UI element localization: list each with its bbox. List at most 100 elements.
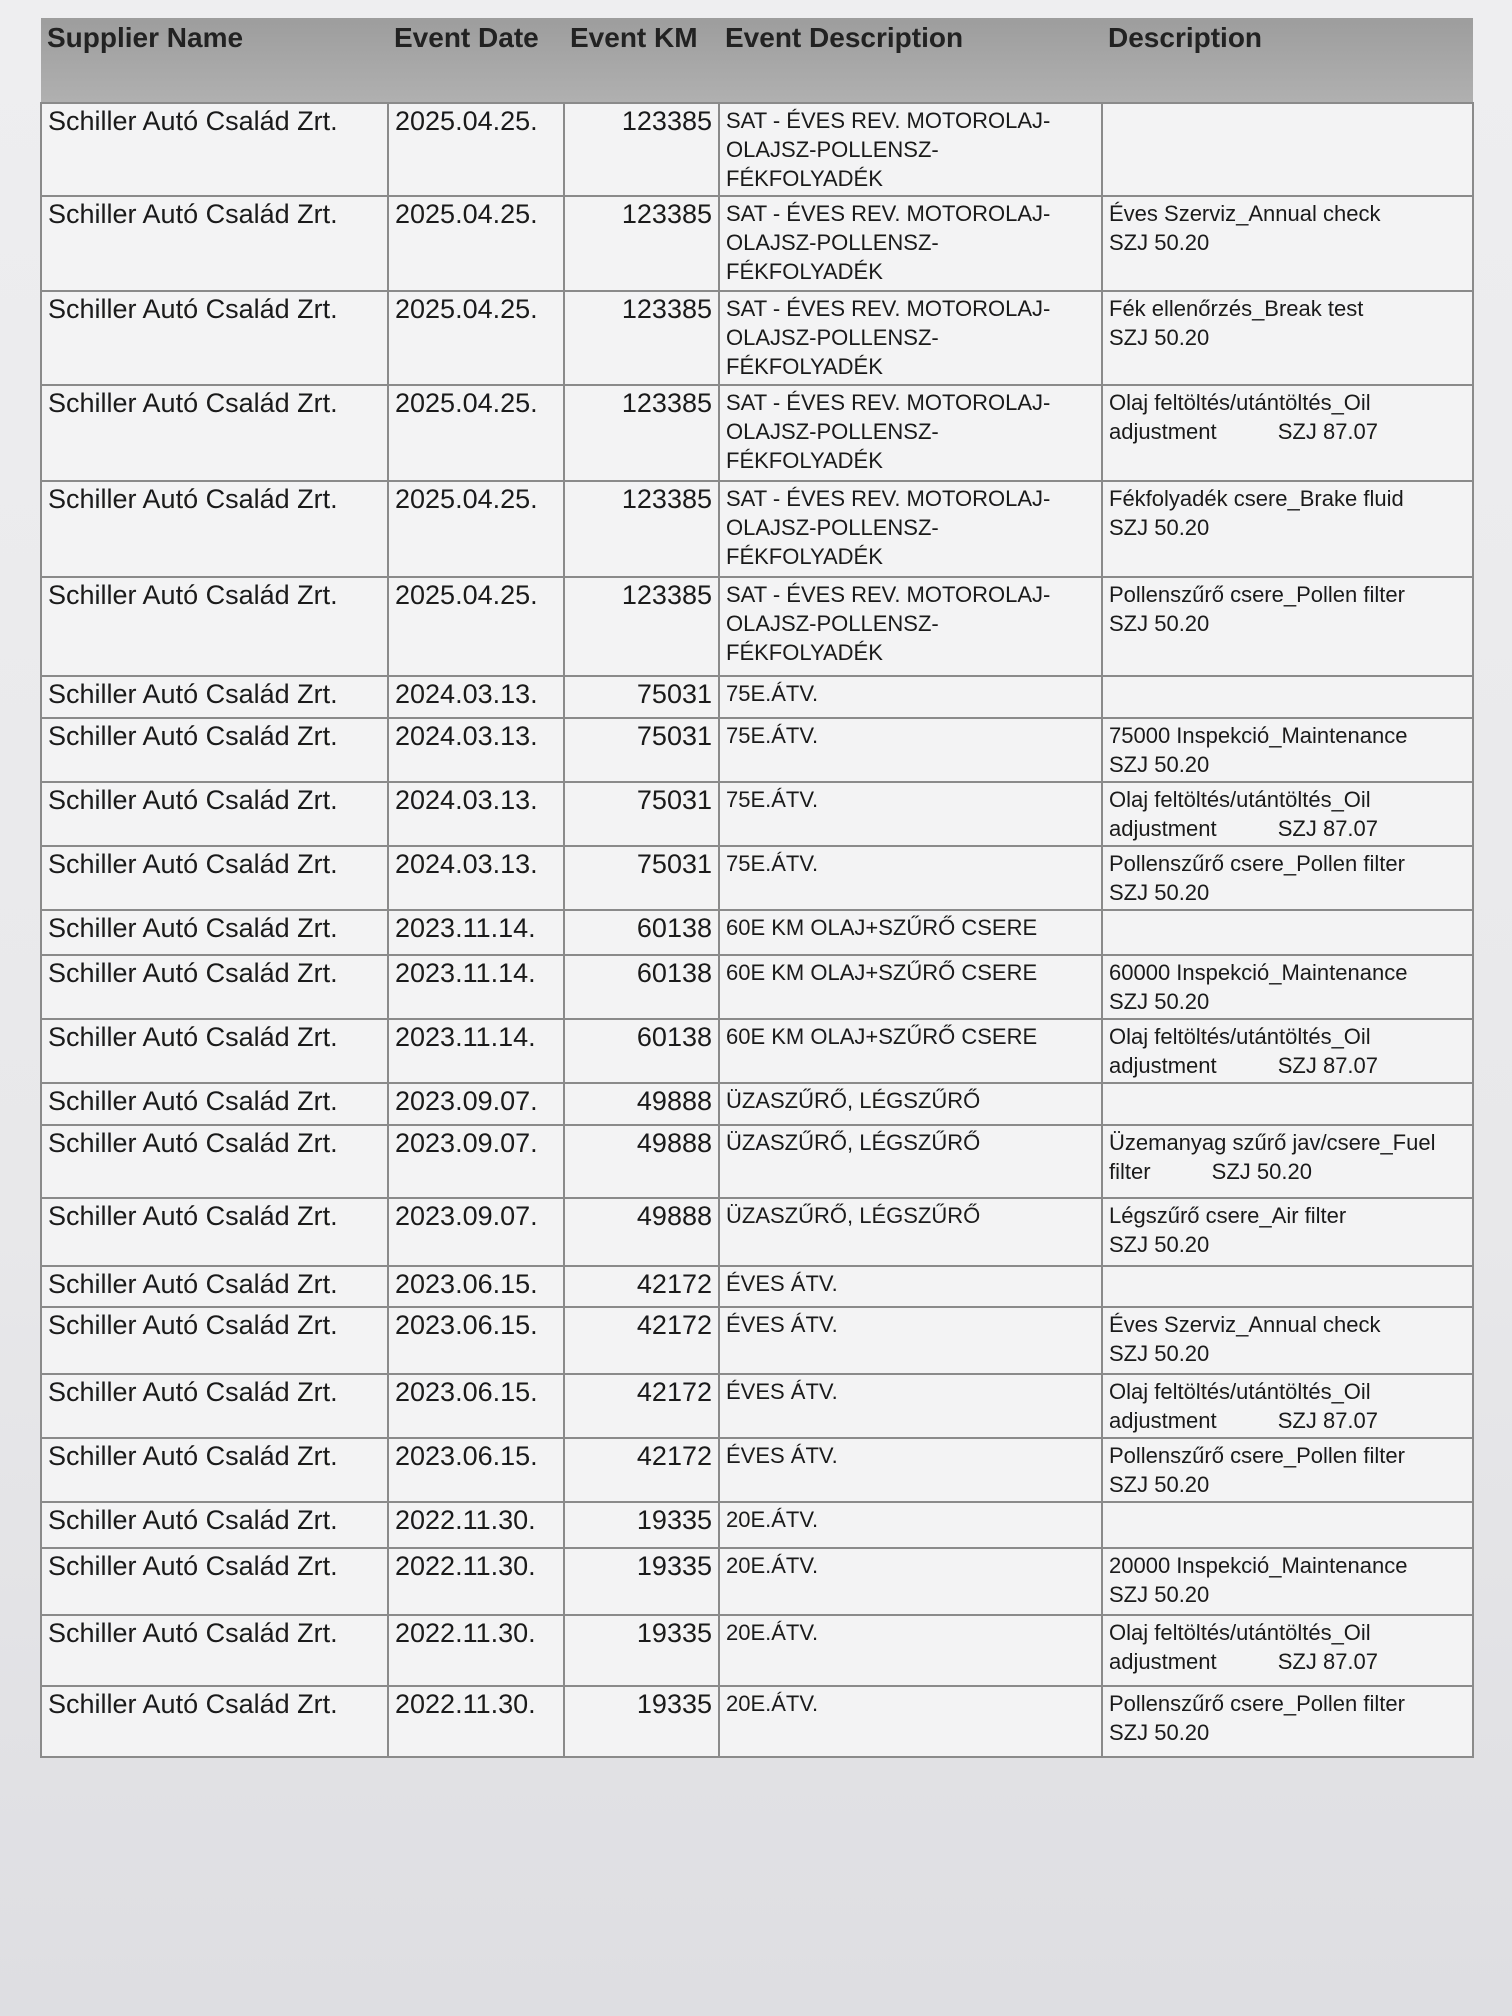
event-km-cell: 123385 xyxy=(563,290,720,386)
event-description-cell: SAT - ÉVES REV. MOTOROLAJ- OLAJSZ-POLLEN… xyxy=(718,102,1103,197)
table-row: Schiller Autó Család Zrt. 2025.04.25. 1233… xyxy=(40,384,1474,482)
header-description: Description xyxy=(1102,18,1473,103)
header-row: Supplier Name Event Date Event KM Event … xyxy=(41,18,1473,103)
event-date-cell: 2024.03.13. xyxy=(387,781,565,847)
event-description-cell: ÉVES ÁTV. xyxy=(718,1265,1103,1308)
event-date-cell: 2025.04.25. xyxy=(387,195,565,292)
description-cell: Pollenszűrő csere_Pollen filter SZJ 50.2… xyxy=(1101,1437,1474,1503)
supplier-cell: Schiller Autó Család Zrt. xyxy=(40,384,389,482)
event-date-cell: 2025.04.25. xyxy=(387,480,565,578)
description-cell: Üzemanyag szűrő jav/csere_Fuel filter SZ… xyxy=(1101,1124,1474,1199)
description-cell: Olaj feltöltés/utántöltés_Oil adjustment… xyxy=(1101,781,1474,847)
description-cell: Éves Szerviz_Annual check SZJ 50.20 xyxy=(1101,1306,1474,1375)
supplier-cell: Schiller Autó Család Zrt. xyxy=(40,1306,389,1375)
event-description-cell: ÉVES ÁTV. xyxy=(718,1437,1103,1503)
description-cell: Olaj feltöltés/utántöltés_Oil adjustment… xyxy=(1101,384,1474,482)
event-description-cell: ÜZASZŰRŐ, LÉGSZŰRŐ xyxy=(718,1197,1103,1267)
event-km-cell: 75031 xyxy=(563,675,720,719)
event-km-cell: 19335 xyxy=(563,1614,720,1687)
supplier-cell: Schiller Autó Család Zrt. xyxy=(40,1265,389,1308)
header-event-date: Event Date xyxy=(388,18,564,103)
table-row: Schiller Autó Család Zrt. 2022.11.30. 1933… xyxy=(40,1685,1474,1758)
event-description-cell: 75E.ÁTV. xyxy=(718,675,1103,719)
event-km-cell: 60138 xyxy=(563,1018,720,1084)
description-cell: 75000 Inspekció_Maintenance SZJ 50.20 xyxy=(1101,717,1474,783)
table-row: Schiller Autó Család Zrt. 2023.06.15. 4217… xyxy=(40,1373,1474,1439)
supplier-cell: Schiller Autó Család Zrt. xyxy=(40,195,389,292)
event-description-cell: SAT - ÉVES REV. MOTOROLAJ- OLAJSZ-POLLEN… xyxy=(718,480,1103,578)
description-cell xyxy=(1101,1265,1474,1308)
event-date-cell: 2022.11.30. xyxy=(387,1614,565,1687)
description-cell: Fékfolyadék csere_Brake fluid SZJ 50.20 xyxy=(1101,480,1474,578)
table-row: Schiller Autó Család Zrt. 2022.11.30. 1933… xyxy=(40,1614,1474,1687)
event-description-cell: 20E.ÁTV. xyxy=(718,1614,1103,1687)
event-date-cell: 2023.09.07. xyxy=(387,1197,565,1267)
event-description-cell: 75E.ÁTV. xyxy=(718,781,1103,847)
event-km-cell: 123385 xyxy=(563,195,720,292)
event-description-cell: SAT - ÉVES REV. MOTOROLAJ- OLAJSZ-POLLEN… xyxy=(718,384,1103,482)
table-row: Schiller Autó Család Zrt. 2023.11.14. 6013… xyxy=(40,909,1474,956)
table-row: Schiller Autó Család Zrt. 2022.11.30. 1933… xyxy=(40,1547,1474,1616)
event-km-cell: 42172 xyxy=(563,1306,720,1375)
table-row: Schiller Autó Család Zrt. 2024.03.13. 7503… xyxy=(40,717,1474,783)
event-km-cell: 123385 xyxy=(563,480,720,578)
supplier-cell: Schiller Autó Család Zrt. xyxy=(40,1437,389,1503)
supplier-cell: Schiller Autó Család Zrt. xyxy=(40,1082,389,1126)
table-row: Schiller Autó Család Zrt. 2023.06.15. 4217… xyxy=(40,1265,1474,1308)
table-row: Schiller Autó Család Zrt. 2023.09.07. 4988… xyxy=(40,1124,1474,1199)
event-date-cell: 2023.11.14. xyxy=(387,954,565,1020)
description-cell: Légszűrő csere_Air filter SZJ 50.20 xyxy=(1101,1197,1474,1267)
description-cell: Olaj feltöltés/utántöltés_Oil adjustment… xyxy=(1101,1614,1474,1687)
description-cell: Olaj feltöltés/utántöltés_Oil adjustment… xyxy=(1101,1373,1474,1439)
event-km-cell: 75031 xyxy=(563,717,720,783)
event-km-cell: 123385 xyxy=(563,576,720,677)
event-date-cell: 2023.11.14. xyxy=(387,1018,565,1084)
event-date-cell: 2023.06.15. xyxy=(387,1306,565,1375)
supplier-cell: Schiller Autó Család Zrt. xyxy=(40,1373,389,1439)
supplier-cell: Schiller Autó Család Zrt. xyxy=(40,781,389,847)
supplier-cell: Schiller Autó Család Zrt. xyxy=(40,1614,389,1687)
supplier-cell: Schiller Autó Család Zrt. xyxy=(40,1501,389,1549)
event-description-cell: 20E.ÁTV. xyxy=(718,1685,1103,1758)
description-cell xyxy=(1101,675,1474,719)
supplier-cell: Schiller Autó Család Zrt. xyxy=(40,845,389,911)
event-km-cell: 42172 xyxy=(563,1373,720,1439)
event-description-cell: ÉVES ÁTV. xyxy=(718,1306,1103,1375)
description-cell: Pollenszűrő csere_Pollen filter SZJ 50.2… xyxy=(1101,845,1474,911)
event-description-cell: ÜZASZŰRŐ, LÉGSZŰRŐ xyxy=(718,1124,1103,1199)
event-description-cell: 75E.ÁTV. xyxy=(718,845,1103,911)
supplier-cell: Schiller Autó Család Zrt. xyxy=(40,954,389,1020)
event-km-cell: 60138 xyxy=(563,909,720,956)
event-date-cell: 2022.11.30. xyxy=(387,1501,565,1549)
event-date-cell: 2023.06.15. xyxy=(387,1437,565,1503)
description-cell: Olaj feltöltés/utántöltés_Oil adjustment… xyxy=(1101,1018,1474,1084)
table-row: Schiller Autó Család Zrt. 2023.11.14. 6013… xyxy=(40,954,1474,1020)
event-km-cell: 49888 xyxy=(563,1082,720,1126)
event-description-cell: SAT - ÉVES REV. MOTOROLAJ- OLAJSZ-POLLEN… xyxy=(718,290,1103,386)
event-description-cell: SAT - ÉVES REV. MOTOROLAJ- OLAJSZ-POLLEN… xyxy=(718,195,1103,292)
supplier-cell: Schiller Autó Család Zrt. xyxy=(40,290,389,386)
event-km-cell: 49888 xyxy=(563,1197,720,1267)
table-row: Schiller Autó Család Zrt. 2023.11.14. 6013… xyxy=(40,1018,1474,1084)
event-km-cell: 42172 xyxy=(563,1437,720,1503)
supplier-cell: Schiller Autó Család Zrt. xyxy=(40,1547,389,1616)
event-date-cell: 2023.09.07. xyxy=(387,1124,565,1199)
event-km-cell: 75031 xyxy=(563,845,720,911)
table-row: Schiller Autó Család Zrt. 2023.09.07. 4988… xyxy=(40,1197,1474,1267)
description-cell: Fék ellenőrzés_Break test SZJ 50.20 xyxy=(1101,290,1474,386)
table-row: Schiller Autó Család Zrt. 2023.09.07. 4988… xyxy=(40,1082,1474,1126)
event-date-cell: 2023.06.15. xyxy=(387,1265,565,1308)
table-row: Schiller Autó Család Zrt. 2022.11.30. 1933… xyxy=(40,1501,1474,1549)
description-cell xyxy=(1101,1082,1474,1126)
event-date-cell: 2024.03.13. xyxy=(387,717,565,783)
event-description-cell: 20E.ÁTV. xyxy=(718,1501,1103,1549)
event-date-cell: 2022.11.30. xyxy=(387,1685,565,1758)
event-date-cell: 2023.11.14. xyxy=(387,909,565,956)
supplier-cell: Schiller Autó Család Zrt. xyxy=(40,576,389,677)
event-description-cell: 60E KM OLAJ+SZŰRŐ CSERE xyxy=(718,954,1103,1020)
description-cell xyxy=(1101,909,1474,956)
event-date-cell: 2025.04.25. xyxy=(387,290,565,386)
description-cell: 20000 Inspekció_Maintenance SZJ 50.20 xyxy=(1101,1547,1474,1616)
supplier-cell: Schiller Autó Család Zrt. xyxy=(40,717,389,783)
table-row: Schiller Autó Család Zrt. 2024.03.13. 7503… xyxy=(40,781,1474,847)
